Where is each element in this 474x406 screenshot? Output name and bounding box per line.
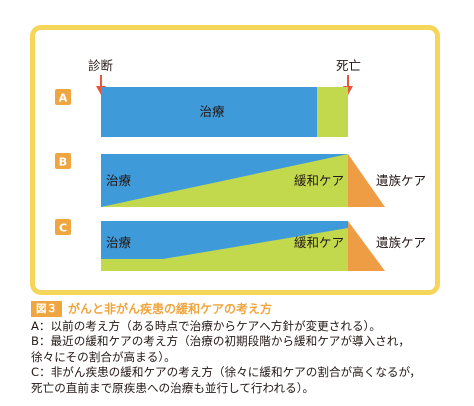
row-b-badge: [55, 153, 71, 169]
row-c-bereavement-area: [348, 221, 385, 271]
palliative-care-diagram: 診断 死亡 A 治療 B 治療 緩和ケア 遺族ケア C 治療 緩和ケア 遺族ケア: [55, 58, 426, 271]
diagnosis-label: 診断: [88, 58, 113, 73]
row-c-treatment-area: [101, 221, 348, 259]
row-b-bereavement-label: 遺族ケア: [376, 173, 426, 188]
row-a-treatment-label: 治療: [199, 104, 225, 119]
row-b-treatment-label: 治療: [106, 173, 132, 188]
row-b-bereavement-area: [348, 154, 385, 207]
note-line: C：非がん疾患の緩和ケアの考え方（徐々に緩和ケアの割合が高くなるが，: [31, 365, 421, 380]
death-label: 死亡: [336, 58, 361, 73]
row-c-treatment-label: 治療: [106, 235, 132, 250]
row-b-palliative-label: 緩和ケア: [294, 173, 344, 188]
row-b-letter: B: [59, 156, 67, 169]
row-c: C 治療 緩和ケア 遺族ケア: [55, 219, 426, 271]
row-c-palliative-label: 緩和ケア: [294, 235, 344, 250]
row-a-badge: [55, 89, 71, 105]
row-c-badge: [55, 219, 71, 235]
row-b-treatment-area: [101, 154, 348, 207]
figure-number-tag: 図３: [31, 300, 62, 317]
row-a-treatment-bar: [101, 87, 317, 137]
row-a: A 治療: [55, 87, 348, 137]
row-a-palliative-bar: [317, 87, 348, 137]
note-line: A：以前の考え方（ある時点で治療からケアへ方針が変更される）。: [31, 319, 381, 333]
row-c-letter: C: [59, 222, 67, 235]
figure-notes: A：以前の考え方（ある時点で治療からケアへ方針が変更される）。 B：最近の緩和ケ…: [31, 319, 471, 396]
note-line: 死亡の直前まで原疾患への治療も並行して行われる）。: [31, 380, 315, 395]
note-line: B：最近の緩和ケアの考え方（治療の初期段階から緩和ケアが導入され，: [31, 334, 410, 349]
row-c-bereavement-label: 遺族ケア: [376, 235, 426, 250]
row-a-letter: A: [59, 92, 68, 105]
note-line: 徐々にその割合が高まる）。: [31, 349, 176, 364]
row-b: B 治療 緩和ケア 遺族ケア: [55, 153, 426, 207]
figure-title: がんと非がん疾患の緩和ケアの考え方: [68, 302, 273, 316]
figure-caption: 図３ がんと非がん疾患の緩和ケアの考え方: [31, 300, 272, 317]
